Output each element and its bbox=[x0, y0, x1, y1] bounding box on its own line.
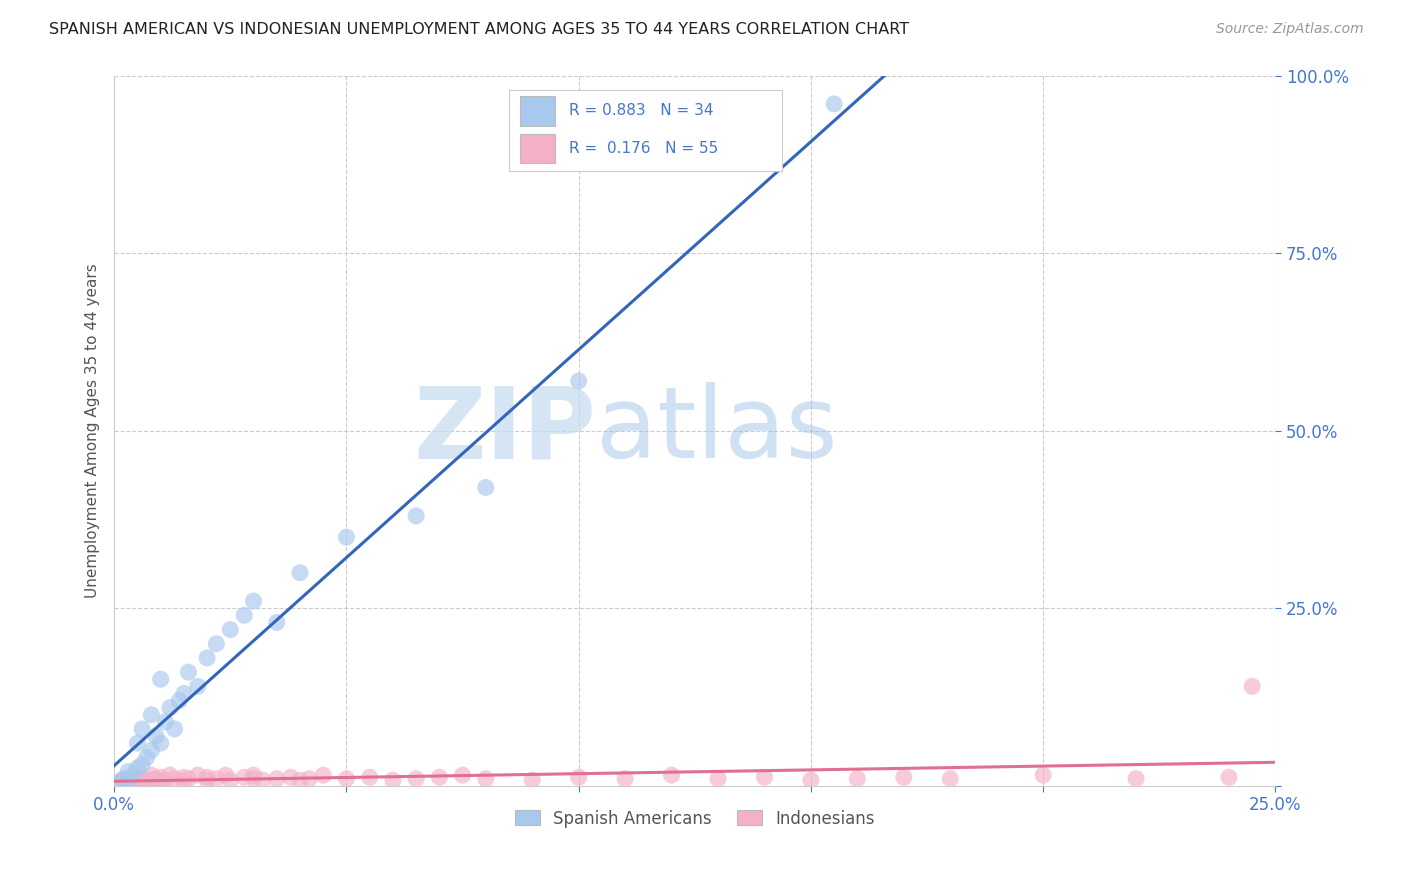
Point bbox=[335, 772, 357, 786]
Point bbox=[242, 768, 264, 782]
Legend: Spanish Americans, Indonesians: Spanish Americans, Indonesians bbox=[508, 803, 882, 834]
Point bbox=[219, 623, 242, 637]
Point bbox=[135, 750, 157, 764]
Point bbox=[155, 773, 177, 788]
Point bbox=[149, 770, 172, 784]
Point bbox=[823, 97, 845, 112]
Point bbox=[568, 770, 591, 784]
Point bbox=[117, 773, 139, 788]
Text: atlas: atlas bbox=[596, 382, 838, 479]
Point bbox=[141, 743, 163, 757]
Point bbox=[141, 707, 163, 722]
Point bbox=[173, 770, 195, 784]
Point bbox=[451, 768, 474, 782]
Point bbox=[117, 772, 139, 786]
Point bbox=[127, 761, 149, 775]
Point bbox=[163, 772, 186, 786]
Point bbox=[187, 768, 209, 782]
Point bbox=[121, 768, 143, 782]
Point bbox=[141, 768, 163, 782]
Point bbox=[145, 729, 167, 743]
Point bbox=[298, 772, 321, 786]
Point bbox=[155, 714, 177, 729]
Point bbox=[215, 768, 238, 782]
Point bbox=[312, 768, 335, 782]
Point bbox=[112, 772, 135, 786]
Point bbox=[707, 772, 730, 786]
Point bbox=[939, 772, 962, 786]
Point bbox=[233, 608, 256, 623]
Point bbox=[219, 773, 242, 788]
Y-axis label: Unemployment Among Ages 35 to 44 years: Unemployment Among Ages 35 to 44 years bbox=[86, 263, 100, 598]
Point bbox=[614, 772, 637, 786]
Point bbox=[335, 530, 357, 544]
Point bbox=[1032, 768, 1054, 782]
Point bbox=[522, 773, 544, 788]
Point bbox=[1125, 772, 1147, 786]
Point bbox=[131, 772, 153, 786]
Text: SPANISH AMERICAN VS INDONESIAN UNEMPLOYMENT AMONG AGES 35 TO 44 YEARS CORRELATIO: SPANISH AMERICAN VS INDONESIAN UNEMPLOYM… bbox=[49, 22, 910, 37]
Point bbox=[1241, 679, 1264, 693]
Point bbox=[159, 768, 181, 782]
Point bbox=[159, 700, 181, 714]
Point bbox=[405, 508, 427, 523]
Point bbox=[177, 665, 200, 680]
Point bbox=[1218, 770, 1240, 784]
Text: Source: ZipAtlas.com: Source: ZipAtlas.com bbox=[1216, 22, 1364, 37]
Point bbox=[205, 772, 228, 786]
Point bbox=[127, 773, 149, 788]
Point bbox=[145, 772, 167, 786]
Point bbox=[163, 722, 186, 736]
Point bbox=[427, 770, 450, 784]
Point bbox=[195, 770, 218, 784]
Point bbox=[167, 693, 190, 707]
Point bbox=[127, 736, 149, 750]
Point bbox=[288, 566, 311, 580]
Point bbox=[266, 772, 288, 786]
Point bbox=[568, 374, 591, 388]
Point bbox=[149, 736, 172, 750]
Point bbox=[233, 770, 256, 784]
Point bbox=[108, 775, 131, 789]
Point bbox=[149, 775, 172, 789]
Point bbox=[131, 722, 153, 736]
Point bbox=[195, 773, 218, 788]
Point bbox=[475, 480, 498, 494]
Point bbox=[359, 770, 381, 784]
Point bbox=[754, 770, 776, 784]
Point bbox=[149, 672, 172, 686]
Point bbox=[108, 775, 131, 789]
Point bbox=[266, 615, 288, 630]
Point bbox=[141, 773, 163, 788]
Point bbox=[173, 774, 195, 789]
Point bbox=[187, 679, 209, 693]
Point bbox=[661, 768, 683, 782]
Point bbox=[131, 757, 153, 772]
Point bbox=[117, 764, 139, 779]
Point bbox=[893, 770, 915, 784]
Point bbox=[242, 594, 264, 608]
Point bbox=[280, 770, 302, 784]
Point bbox=[252, 773, 274, 788]
Text: ZIP: ZIP bbox=[413, 382, 596, 479]
Point bbox=[195, 651, 218, 665]
Point bbox=[112, 773, 135, 788]
Point bbox=[242, 772, 264, 786]
Point bbox=[205, 637, 228, 651]
Point bbox=[800, 773, 823, 788]
Point bbox=[127, 770, 149, 784]
Point bbox=[405, 772, 427, 786]
Point bbox=[846, 772, 869, 786]
Point bbox=[177, 772, 200, 786]
Point bbox=[288, 773, 311, 788]
Point bbox=[135, 774, 157, 789]
Point bbox=[381, 773, 404, 788]
Point bbox=[173, 686, 195, 700]
Point bbox=[475, 772, 498, 786]
Point bbox=[121, 775, 143, 789]
